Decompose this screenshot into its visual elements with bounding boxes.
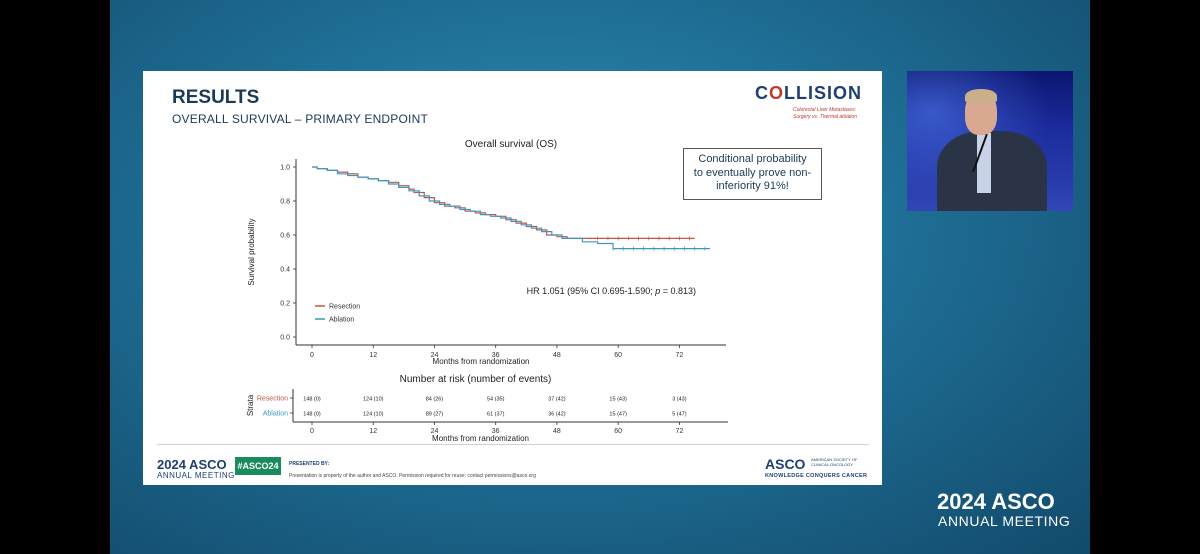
risk-x-tick-label: 0 <box>310 428 314 435</box>
legend-label-ablation: Ablation <box>329 317 354 324</box>
footer-presented-by: PRESENTED BY: <box>289 461 330 467</box>
risk-row-label-ablation: Ablation <box>263 411 288 418</box>
y-tick-label: 0.2 <box>280 301 290 308</box>
legend-label-resection: Resection <box>329 304 360 311</box>
p-value-text: = 0.813) <box>660 286 696 296</box>
x-tick-label: 0 <box>310 352 314 359</box>
collision-logo-text: COLLISION <box>755 83 862 104</box>
speaker-body <box>937 131 1047 211</box>
logo-letters-rest: LLISION <box>784 83 863 103</box>
callout-line: to eventually prove non- <box>693 166 812 179</box>
y-axis-label: Survival probability <box>247 218 256 285</box>
footer-annual-meeting: ANNUAL MEETING <box>157 471 235 480</box>
risk-cell: 61 (37) <box>487 412 505 418</box>
hazard-ratio-annotation: HR 1.051 (95% CI 0.695-1.590; p = 0.813) <box>527 286 696 296</box>
risk-x-tick-label: 12 <box>369 428 377 435</box>
survival-chart: Overall survival (OS) 0.0 0.2 0.4 0.6 0.8 1.0 0… <box>246 139 728 443</box>
risk-cell: 89 (27) <box>426 412 444 418</box>
collision-tagline-2: Surgery vs. Thermal ablation <box>793 114 857 120</box>
risk-cell: 124 (10) <box>363 397 384 403</box>
risk-cell: 148 (0) <box>303 412 321 418</box>
footer-society-name: AMERICAN SOCIETY OF CLINICAL ONCOLOGY <box>811 457 858 467</box>
watermark-asco-year: 2024 ASCO <box>937 489 1055 514</box>
footer-divider <box>157 444 869 445</box>
risk-x-tick-label: 72 <box>675 428 683 435</box>
x-tick-label: 60 <box>614 352 622 359</box>
risk-row-label-resection: Resection <box>257 396 288 403</box>
x-tick-label: 36 <box>492 352 500 359</box>
speaker-hair <box>965 89 997 103</box>
logo-letter-c: C <box>755 83 769 103</box>
y-tick-label: 0.8 <box>280 199 290 206</box>
x-tick-label: 12 <box>369 352 377 359</box>
risk-x-tick-label: 24 <box>431 428 439 435</box>
letterbox-right <box>1090 0 1200 554</box>
risk-cell: 36 (42) <box>548 412 566 418</box>
letterbox-left <box>0 0 110 554</box>
y-tick-label: 1.0 <box>280 165 290 172</box>
risk-y-axis-label: Strata <box>246 394 255 416</box>
speaker-video <box>907 71 1073 211</box>
x-tick-label: 24 <box>431 352 439 359</box>
conditional-probability-callout: Conditional probability to eventually pr… <box>683 148 822 200</box>
chart-title: Overall survival (OS) <box>465 139 557 150</box>
risk-cell: 15 (43) <box>609 397 627 403</box>
risk-cell: 37 (42) <box>548 397 566 403</box>
y-tick-label: 0.6 <box>280 233 290 240</box>
logo-letter-o: O <box>769 83 785 103</box>
footer-hashtag: #ASCO24 <box>235 457 281 475</box>
risk-x-tick-label: 60 <box>614 428 622 435</box>
presentation-slide: RESULTS OVERALL SURVIVAL – PRIMARY ENDPO… <box>143 71 882 485</box>
survival-curve-ablation <box>312 166 710 250</box>
x-axis-label: Months from randomization <box>433 357 530 366</box>
y-tick-label: 0.0 <box>280 335 290 342</box>
footer-knowledge-tagline: KNOWLEDGE CONQUERS CANCER <box>765 473 868 479</box>
slide-title: RESULTS <box>172 87 260 108</box>
survival-curve-resection <box>312 166 695 239</box>
x-tick-label: 48 <box>553 352 561 359</box>
risk-cell: 148 (0) <box>303 397 321 403</box>
risk-cell: 3 (43) <box>672 397 687 403</box>
risk-cell: 54 (35) <box>487 397 505 403</box>
hr-text: HR 1.051 (95% CI 0.695-1.590; <box>527 286 656 296</box>
footer-copyright-note: Presentation is property of the author a… <box>289 473 536 479</box>
risk-x-tick-label: 48 <box>553 428 561 435</box>
collision-logo: COLLISION Colorectal Liver Metastases: S… <box>755 83 873 120</box>
footer-asco-logo: ASCO <box>765 456 806 472</box>
footer-asco-year: 2024 ASCO <box>157 457 227 472</box>
callout-line: Conditional probability <box>698 153 807 165</box>
watermark-annual-meeting: ANNUAL MEETING <box>938 513 1071 529</box>
p-symbol: p <box>654 286 660 296</box>
risk-cell: 15 (47) <box>609 412 627 418</box>
risk-cell: 5 (47) <box>672 412 687 418</box>
risk-table-title: Number at risk (number of events) <box>400 374 552 385</box>
slide-subtitle: OVERALL SURVIVAL – PRIMARY ENDPOINT <box>172 112 428 126</box>
x-tick-label: 72 <box>675 352 683 359</box>
callout-line: inferiority 91%! <box>716 180 789 192</box>
collision-tagline-1: Colorectal Liver Metastases: <box>793 107 857 113</box>
y-tick-label: 0.4 <box>280 267 290 274</box>
risk-x-tick-label: 36 <box>492 428 500 435</box>
risk-cell: 124 (10) <box>363 412 384 418</box>
risk-x-axis-label: Months from randomization <box>432 434 529 443</box>
risk-cell: 84 (26) <box>426 397 444 403</box>
